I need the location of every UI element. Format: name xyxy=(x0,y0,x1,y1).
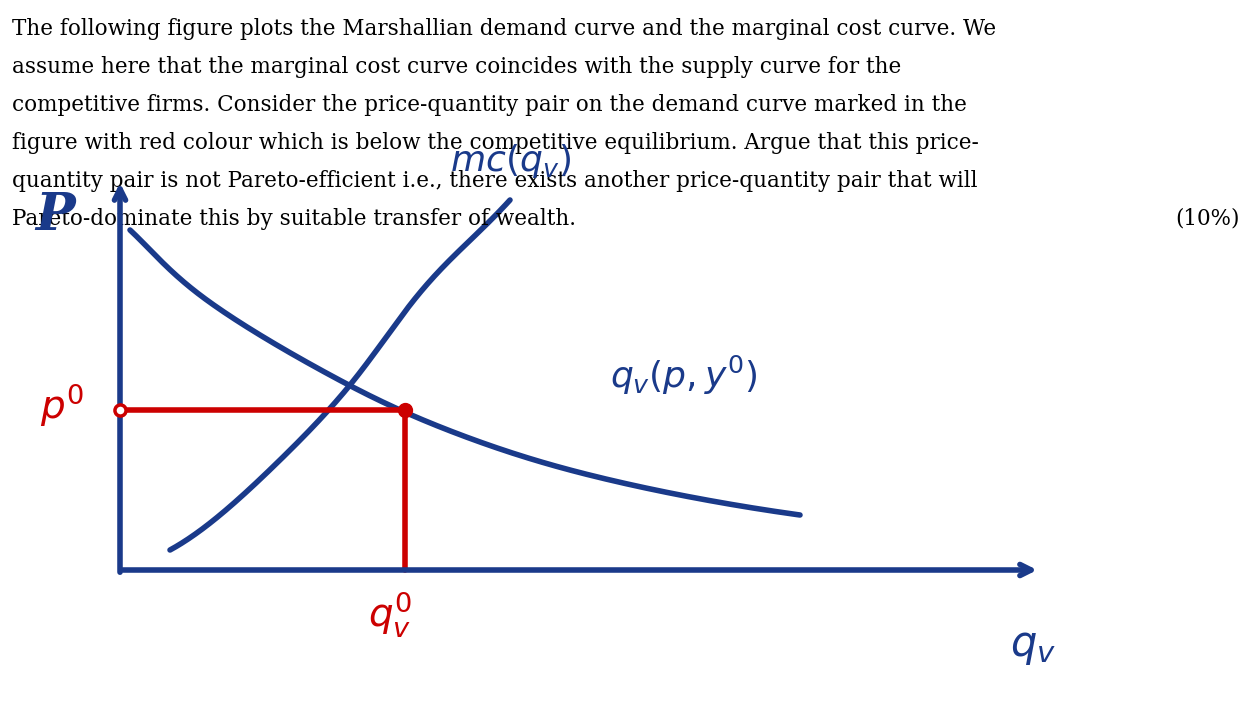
Text: $q_v$: $q_v$ xyxy=(1010,625,1055,667)
Text: figure with red colour which is below the competitive equilibrium. Argue that th: figure with red colour which is below th… xyxy=(13,132,979,154)
Text: The following figure plots the Marshallian demand curve and the marginal cost cu: The following figure plots the Marshalli… xyxy=(13,18,997,40)
Text: P: P xyxy=(35,190,75,241)
Text: competitive firms. Consider the price-quantity pair on the demand curve marked i: competitive firms. Consider the price-qu… xyxy=(13,94,967,116)
Text: $q^0_v$: $q^0_v$ xyxy=(368,590,412,640)
Text: $p^0$: $p^0$ xyxy=(40,381,84,429)
Text: Pareto-dominate this by suitable transfer of wealth.: Pareto-dominate this by suitable transfe… xyxy=(13,208,576,230)
Text: assume here that the marginal cost curve coincides with the supply curve for the: assume here that the marginal cost curve… xyxy=(13,56,901,78)
Text: $q_v(p, y^0)$: $q_v(p, y^0)$ xyxy=(610,354,757,397)
Text: $mc(q_v)$: $mc(q_v)$ xyxy=(449,142,571,180)
Text: (10%): (10%) xyxy=(1176,208,1239,230)
Text: quantity pair is not Pareto-efficient i.e., there exists another price-quantity : quantity pair is not Pareto-efficient i.… xyxy=(13,170,978,192)
